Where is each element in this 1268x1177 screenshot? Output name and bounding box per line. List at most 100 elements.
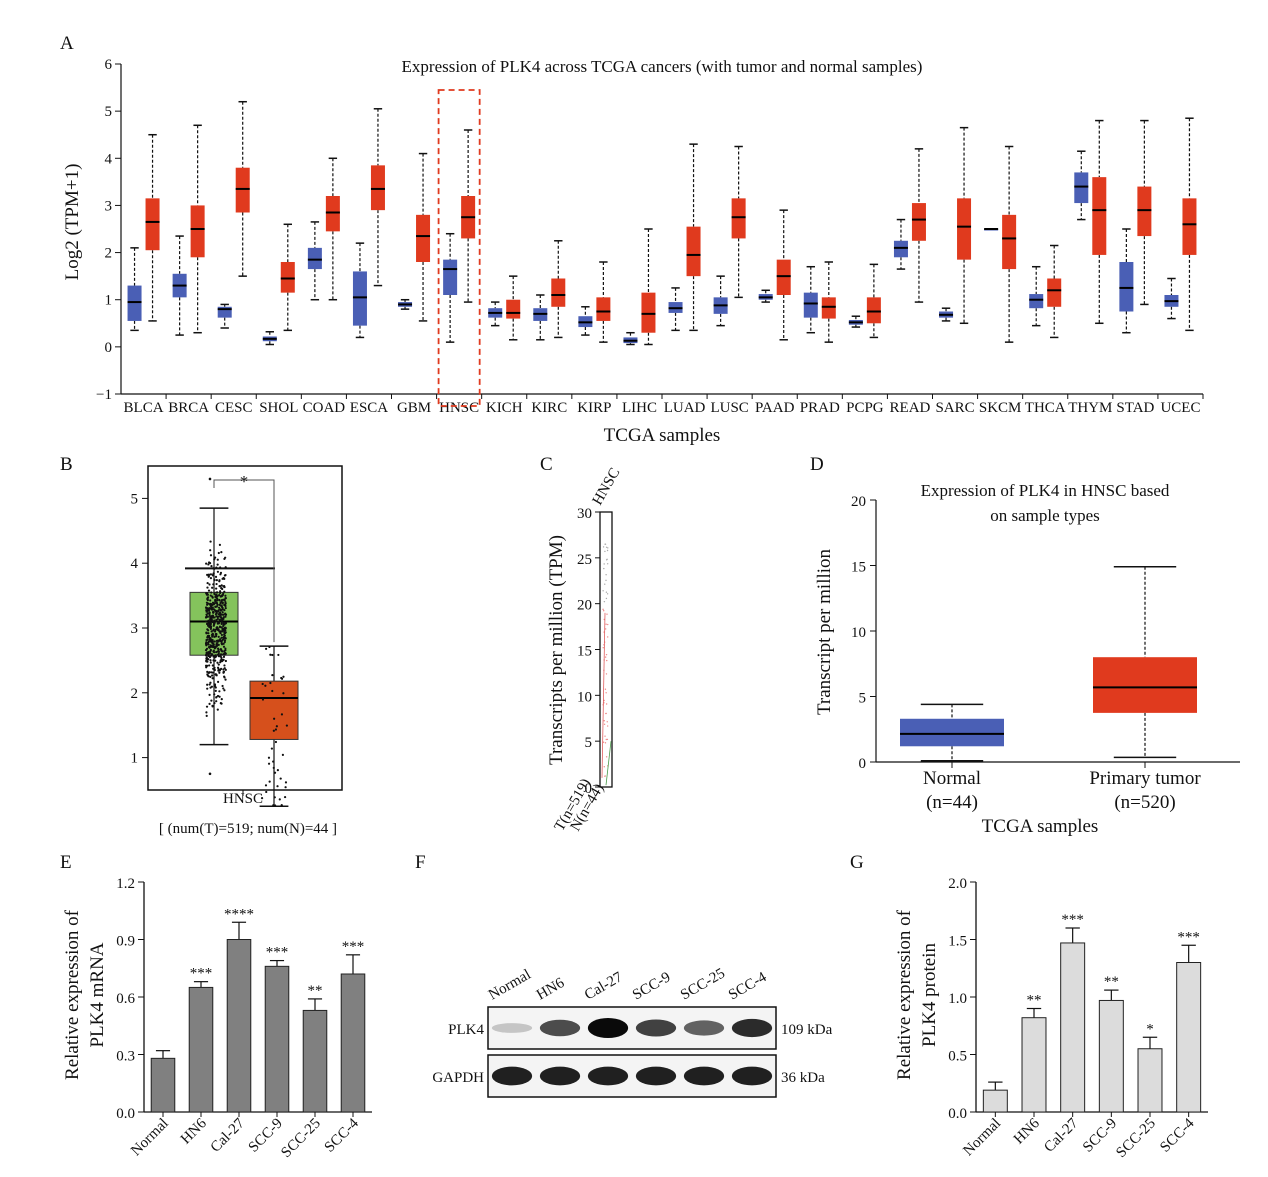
panel-b-point-t	[215, 582, 218, 586]
panel-a-tumor-box-STAD-box	[1137, 186, 1152, 237]
panel-b-point-t	[223, 689, 226, 692]
panel-b-point-n	[277, 653, 280, 657]
panel-b-point-t	[213, 558, 216, 561]
panel-b-point-t	[221, 684, 224, 688]
panel-e-bar-SCC-4	[340, 973, 366, 1113]
panel-b-point-t	[209, 599, 212, 602]
panel-c-point-t	[603, 600, 606, 603]
panel-b-points	[204, 540, 288, 807]
panel-a-normal-box-PRAD-box	[803, 292, 818, 318]
panel-c-point-t	[603, 723, 606, 725]
panel-b-point-t	[211, 677, 214, 680]
panel-g-xtick-label: SCC-4	[1157, 1115, 1198, 1156]
panel-b-point-t	[219, 590, 222, 593]
panel-d-xtick-n: (n=520)	[1114, 792, 1175, 813]
panel-b-point-t	[222, 655, 226, 658]
panel-b-point-t	[218, 638, 222, 641]
panel-b-sig-bracket	[213, 479, 275, 643]
panel-b-point-t	[223, 667, 226, 670]
panel-c-point-t	[606, 721, 608, 723]
panel-b-point-t	[222, 645, 226, 648]
panel-e-sig-label: **	[308, 983, 323, 999]
panel-f-lane-label: HN6	[534, 975, 568, 1004]
panel-a-ytick-label: 5	[105, 104, 113, 120]
panel-b-point-t	[224, 647, 227, 650]
panel-b-point-t	[207, 658, 210, 661]
panel-b-point-n	[272, 766, 275, 769]
panel-b-point-t	[222, 592, 225, 595]
panel-b-point-t	[217, 609, 220, 612]
panel-b-point-t	[213, 621, 216, 624]
panel-b-point-t	[218, 543, 221, 546]
panel-b-point-t	[218, 671, 221, 674]
panel-b-point-t	[211, 635, 214, 638]
panel-b-point-t	[205, 622, 209, 626]
panel-b-point-t	[207, 643, 210, 646]
panel-c-ytick-label: 30	[577, 506, 592, 522]
panel-b-point-t	[212, 583, 215, 586]
panel-b-point-t	[206, 603, 209, 606]
panel-b-point-t	[221, 587, 224, 591]
panel-c-point-t	[606, 659, 608, 662]
panel-b-point-n	[264, 784, 268, 787]
panel-b-point-n	[260, 796, 264, 800]
panel-b-point-n	[274, 804, 277, 807]
panel-f-band-GAPDH	[635, 1066, 677, 1086]
panel-b-point-t	[217, 620, 220, 623]
panel-a-ytick-label: 1	[105, 293, 113, 309]
panel-b-point-t	[220, 626, 223, 629]
panel-b-point-t	[212, 608, 216, 611]
panel-b-point-t	[213, 684, 217, 688]
panel-b-point-t	[211, 645, 214, 648]
panel-b-point-t	[222, 623, 225, 626]
panel-b-point-t	[218, 598, 221, 602]
panel-b-point-n	[278, 798, 281, 801]
panel-b-point-t	[208, 603, 212, 606]
panel-b-point-t	[218, 630, 221, 633]
panel-f-band-GAPDH	[491, 1066, 533, 1086]
panel-a-tumor-box-SHOL-box	[280, 262, 295, 293]
panel-a-xtick-label: COAD	[303, 400, 346, 416]
panel-b-point-n	[282, 675, 285, 678]
panel-b-point-t	[220, 622, 223, 625]
panel-b-point-t	[214, 556, 217, 559]
panel-label-c: C	[540, 454, 553, 475]
panel-b-point-n	[271, 653, 274, 657]
panel-b-point-t	[219, 647, 222, 651]
panel-b-point-t	[207, 563, 210, 566]
panel-label-d: D	[810, 454, 824, 475]
panel-a-xtick-label: PRAD	[800, 400, 840, 416]
panel-b-point-t	[209, 573, 213, 576]
panel-e-xtick-label: Cal-27	[208, 1115, 249, 1156]
panel-a-tumor-box-LUAD-box	[686, 226, 701, 277]
panel-d-box-1-box	[1093, 657, 1197, 713]
panel-g-ytick-label: 2.0	[948, 876, 967, 892]
panel-b-point-t	[207, 575, 210, 578]
panel-b-point-t	[213, 616, 216, 619]
panel-g-sig-label: **	[1104, 974, 1119, 990]
panel-b-point-t	[211, 601, 215, 604]
panel-a-xtick-label: THYM	[1068, 400, 1112, 416]
panel-b-point-t	[221, 611, 224, 614]
panel-c-point-t	[606, 725, 609, 727]
panel-a-ytick-label: 0	[105, 340, 113, 356]
panel-b-point-t	[215, 700, 218, 703]
panel-a-tumor-box-BRCA-box	[190, 205, 205, 258]
panel-b-point-t	[215, 626, 218, 629]
panel-g-xtick-label: Normal	[960, 1116, 1004, 1160]
panel-b-point-t	[214, 600, 217, 603]
panel-b-point-t	[224, 603, 227, 606]
panel-a-ytick-label: 4	[105, 151, 113, 167]
panel-b-point-t	[210, 653, 213, 656]
panel-b-point-t	[210, 630, 213, 633]
panel-b-point-t	[212, 629, 215, 632]
panel-c-point-t	[605, 673, 608, 675]
panel-b-point-t	[224, 596, 227, 600]
panel-c-point-t	[606, 613, 608, 615]
panel-c-point-t	[605, 591, 608, 593]
panel-c-point-t	[604, 583, 606, 585]
panel-b-point-t	[218, 611, 222, 614]
panel-b-point-t	[219, 655, 222, 658]
panel-c-normal-trace	[605, 741, 612, 786]
panel-a-tumor-box-CESC-box	[235, 167, 250, 213]
